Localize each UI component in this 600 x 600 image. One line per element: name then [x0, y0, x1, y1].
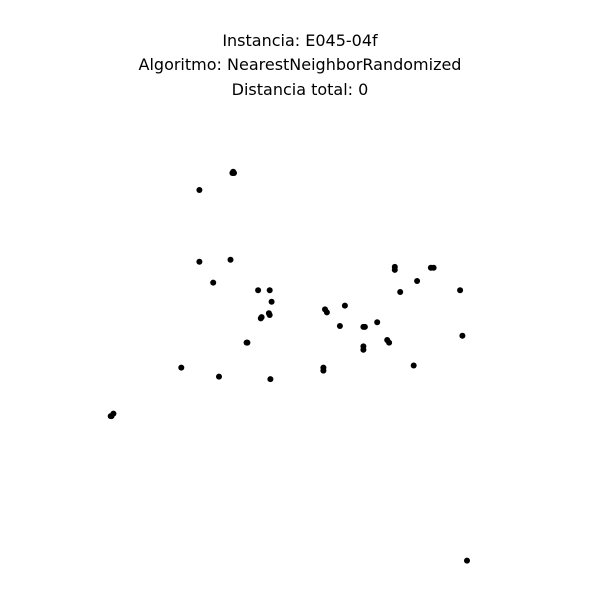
- data-point-16: [244, 339, 251, 346]
- data-point-44: [459, 332, 466, 339]
- data-point-35: [391, 266, 398, 273]
- data-point-22: [107, 413, 114, 420]
- data-point-33: [360, 346, 367, 353]
- data-point-41: [430, 264, 437, 271]
- data-point-5: [196, 258, 203, 265]
- data-point-18: [216, 373, 222, 380]
- title-instance: Instancia: E045-04f: [222, 31, 378, 50]
- data-point-12: [266, 312, 273, 318]
- data-points: [107, 168, 470, 564]
- data-point-42: [410, 362, 417, 369]
- data-point-24: [323, 309, 330, 316]
- data-point-14: [258, 314, 265, 321]
- data-point-37: [386, 339, 393, 346]
- data-point-3: [229, 170, 236, 176]
- data-point-25: [341, 302, 348, 309]
- data-point-19: [267, 376, 274, 383]
- data-point-28: [336, 323, 343, 329]
- data-point-31: [374, 319, 381, 326]
- data-point-43: [457, 287, 464, 294]
- title-total-distance: Distancia total: 0: [232, 80, 369, 99]
- data-point-45: [464, 557, 470, 564]
- data-point-8: [255, 287, 262, 294]
- data-point-4: [196, 187, 203, 193]
- data-point-30: [361, 323, 368, 330]
- data-point-38: [397, 289, 404, 295]
- data-point-39: [414, 278, 421, 284]
- data-point-9: [266, 287, 273, 294]
- title-algorithm: Algoritmo: NearestNeighborRandomized: [139, 55, 462, 74]
- data-point-6: [227, 256, 234, 263]
- data-point-7: [210, 279, 217, 286]
- data-point-10: [268, 298, 275, 305]
- data-point-27: [320, 367, 327, 374]
- data-point-17: [178, 364, 185, 371]
